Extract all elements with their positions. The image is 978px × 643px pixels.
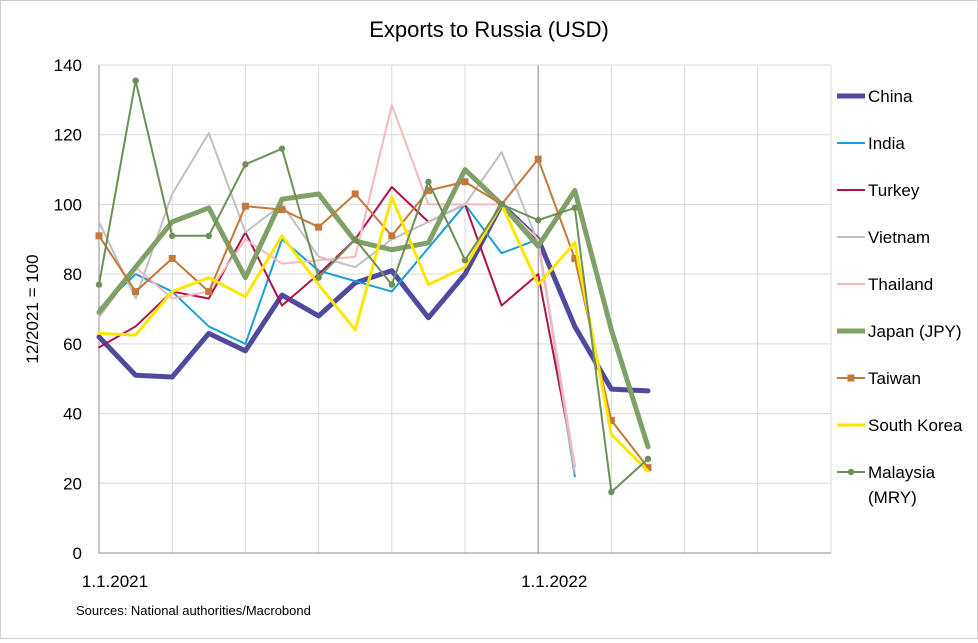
data-point — [608, 488, 615, 496]
chart-title: Exports to Russia (USD) — [369, 17, 609, 42]
legend-item: China — [837, 87, 913, 106]
legend-label: Vietnam — [868, 228, 930, 247]
data-point — [205, 232, 212, 239]
data-point — [351, 190, 359, 198]
series-vietnam — [98, 131, 576, 474]
data-point — [425, 178, 432, 185]
legend-item: India — [837, 134, 905, 153]
legend-marker — [847, 374, 855, 382]
data-point — [498, 201, 505, 208]
data-point — [644, 464, 652, 472]
data-point — [461, 257, 469, 264]
legend-item: Turkey — [837, 181, 920, 200]
data-point — [132, 77, 139, 84]
series-japan-jpy — [96, 167, 651, 450]
series-line — [97, 195, 650, 473]
data-point — [315, 274, 322, 281]
legend-label: Malaysia — [868, 463, 936, 482]
data-point — [571, 204, 578, 212]
legend-label: South Korea — [868, 416, 963, 435]
y-tick-label: 20 — [63, 474, 82, 493]
data-point — [242, 161, 249, 168]
data-point — [534, 155, 542, 163]
legend-label: Japan (JPY) — [868, 322, 962, 341]
x-axis-ticks: 1.1.2021 1.1.2022 — [82, 572, 587, 591]
grid — [98, 64, 832, 554]
series-group — [95, 77, 652, 496]
data-point — [278, 145, 286, 152]
series-line — [98, 79, 649, 493]
series-line — [96, 167, 651, 450]
data-point — [607, 417, 615, 425]
data-point — [95, 281, 103, 288]
series-turkey — [98, 186, 576, 467]
legend-item: South Korea — [837, 416, 963, 435]
series-line — [96, 201, 651, 394]
y-tick-label: 120 — [54, 126, 82, 145]
series-line — [98, 158, 649, 469]
data-point — [535, 216, 542, 224]
y-tick-label: 80 — [63, 265, 82, 284]
data-point — [571, 254, 579, 262]
data-point — [168, 254, 176, 262]
series-line — [98, 131, 576, 474]
y-tick-label: 40 — [63, 405, 82, 424]
legend-label: Thailand — [868, 275, 933, 294]
x-tick-label: 1.1.2022 — [521, 572, 587, 591]
data-point — [169, 232, 176, 239]
series-south-korea — [97, 195, 650, 473]
series-line — [98, 186, 576, 467]
y-tick-label: 140 — [54, 56, 82, 75]
legend-item: Japan (JPY) — [837, 322, 962, 341]
data-point — [424, 186, 432, 194]
data-point — [205, 288, 213, 296]
legend-item: Thailand — [837, 275, 933, 294]
y-axis-ticks: 0 20 40 60 80 100 120 140 — [54, 56, 82, 563]
series-malaysia-mry — [95, 77, 652, 496]
legend-item: Malaysia (MRY) — [837, 463, 936, 507]
series-taiwan — [95, 155, 652, 472]
data-point — [644, 455, 652, 463]
series-china — [96, 201, 651, 394]
y-axis-label: 12/2021 = 100 — [23, 254, 42, 363]
data-point — [388, 281, 395, 288]
legend-marker — [847, 468, 855, 476]
data-point — [352, 236, 359, 243]
y-tick-label: 60 — [63, 335, 82, 354]
data-point — [132, 288, 140, 296]
legend-item: Vietnam — [837, 228, 930, 247]
legend-label: China — [868, 87, 913, 106]
data-point — [278, 206, 286, 214]
data-point — [388, 232, 396, 240]
y-tick-label: 100 — [54, 195, 82, 214]
legend-label: Turkey — [868, 181, 920, 200]
legend-label: Taiwan — [868, 369, 921, 388]
y-tick-label: 0 — [73, 544, 82, 563]
series-line — [98, 203, 576, 478]
data-point — [95, 232, 103, 240]
source-note: Sources: National authorities/Macrobond — [76, 603, 311, 618]
series-india — [98, 203, 576, 478]
data-point — [315, 223, 323, 231]
data-point — [241, 202, 249, 210]
legend: China India Turkey Vietnam Thailand Japan (JP… — [837, 87, 963, 507]
legend-label: (MRY) — [868, 488, 917, 507]
legend-item: Taiwan — [837, 369, 921, 388]
x-tick-label: 1.1.2021 — [82, 572, 148, 591]
legend-label: India — [868, 134, 905, 153]
data-point — [461, 178, 469, 186]
